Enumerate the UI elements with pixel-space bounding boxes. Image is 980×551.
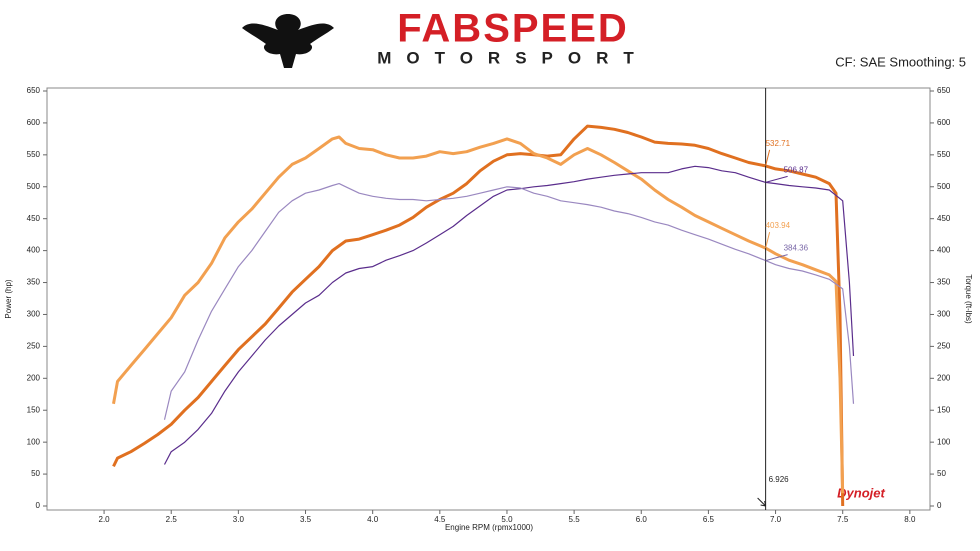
annotation-arrow — [765, 149, 771, 167]
y-tick-label: 550 — [27, 150, 41, 159]
y-tick-label: 600 — [27, 118, 41, 127]
y-tick-label: 150 — [27, 405, 41, 414]
y2-tick-label: 450 — [937, 214, 951, 223]
y2-tick-label: 300 — [937, 310, 951, 319]
y2-tick-label: 250 — [937, 341, 951, 350]
series-line — [112, 124, 845, 507]
annotation-label: 384.36 — [784, 244, 809, 253]
cursor-label: 6.926 — [769, 475, 790, 484]
y2-tick-label: 50 — [937, 469, 946, 478]
y2-axis-title: Torque (ft-lbs) — [964, 274, 973, 324]
series-line — [112, 135, 845, 494]
x-tick-label: 7.5 — [837, 515, 849, 524]
x-tick-label: 3.5 — [300, 515, 312, 524]
y2-tick-label: 550 — [937, 150, 951, 159]
x-tick-label: 5.0 — [501, 515, 513, 524]
y-tick-label: 500 — [27, 182, 41, 191]
logo-subtext: MOTORSPORT — [377, 48, 649, 67]
x-tick-label: 8.0 — [904, 515, 916, 524]
y2-tick-label: 650 — [937, 86, 951, 95]
y-tick-label: 100 — [27, 437, 41, 446]
y-tick-label: 250 — [27, 341, 41, 350]
annotation-label: 506.87 — [784, 165, 809, 174]
y2-tick-label: 0 — [937, 501, 942, 510]
annotation-label: 532.71 — [766, 139, 791, 148]
y2-tick-label: 200 — [937, 373, 951, 382]
settings-note: CF: SAE Smoothing: 5 — [835, 54, 966, 69]
logo-bird — [242, 14, 334, 68]
y-tick-label: 650 — [27, 86, 41, 95]
y-tick-label: 400 — [27, 246, 41, 255]
logo-text: FABSPEED — [397, 7, 629, 51]
y-tick-label: 50 — [31, 469, 40, 478]
x-tick-label: 2.0 — [99, 515, 111, 524]
y-tick-label: 350 — [27, 278, 41, 287]
annotation-label: 403.94 — [766, 221, 791, 230]
plot-area — [46, 87, 931, 511]
y2-tick-label: 350 — [937, 278, 951, 287]
annotation-arrow — [765, 175, 788, 183]
annotation-arrow — [765, 254, 788, 262]
logo: FABSPEED MOTORSPORT — [242, 7, 649, 68]
cursor-arrow — [757, 497, 767, 507]
x-tick-label: 2.5 — [166, 515, 178, 524]
y-tick-label: 200 — [27, 373, 41, 382]
y-tick-label: 450 — [27, 214, 41, 223]
x-tick-label: 6.5 — [703, 515, 715, 524]
y2-tick-label: 100 — [937, 437, 951, 446]
x-axis-title: Engine RPM (rpmx1000) — [445, 523, 533, 532]
x-tick-label: 4.0 — [367, 515, 379, 524]
x-tick-label: 5.5 — [569, 515, 581, 524]
x-tick-label: 3.0 — [233, 515, 245, 524]
y-tick-label: 0 — [36, 501, 41, 510]
series-line — [163, 165, 855, 465]
y-axis-title: Power (hp) — [4, 279, 13, 318]
series-line — [163, 183, 855, 420]
x-tick-label: 6.0 — [636, 515, 648, 524]
y2-tick-label: 600 — [937, 118, 951, 127]
x-tick-label: 4.5 — [434, 515, 446, 524]
y2-tick-label: 150 — [937, 405, 951, 414]
annotation-arrow — [765, 231, 771, 249]
y-tick-label: 300 — [27, 310, 41, 319]
watermark: Dynojet — [837, 485, 885, 500]
y2-tick-label: 500 — [937, 182, 951, 191]
y2-tick-label: 400 — [937, 246, 951, 255]
x-tick-label: 7.0 — [770, 515, 782, 524]
